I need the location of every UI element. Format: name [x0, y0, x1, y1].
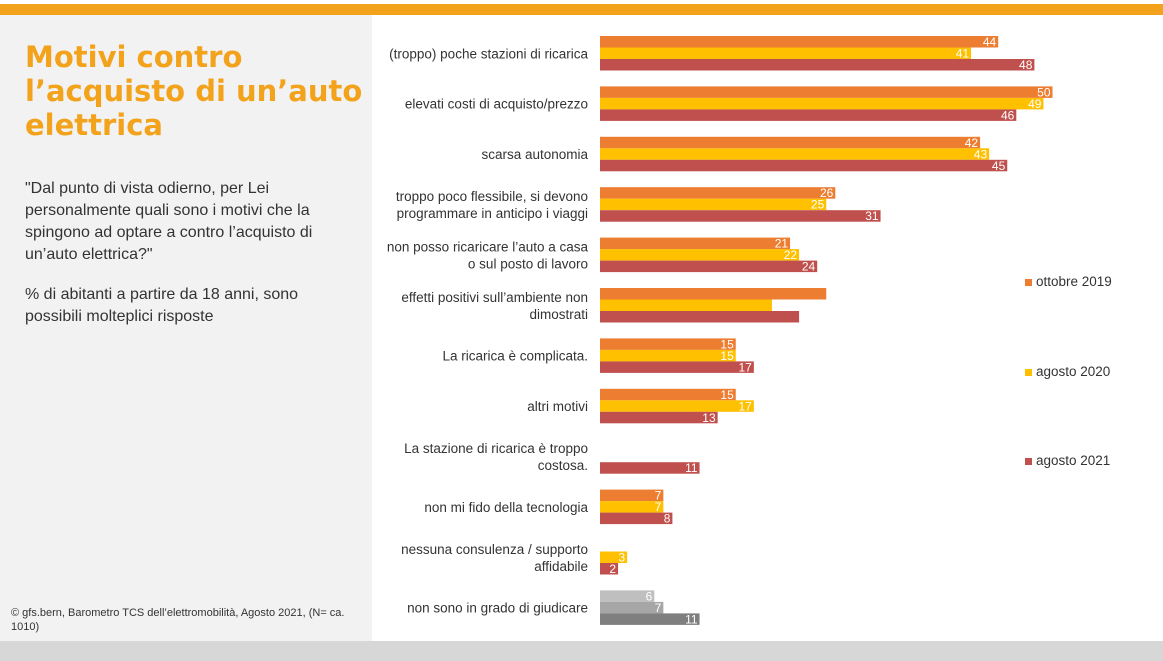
category-label: elevati costi di acquisto/prezzo: [405, 97, 588, 112]
survey-question: "Dal punto di vista odierno, per Lei per…: [25, 180, 313, 263]
legend-label: agosto 2020: [1036, 364, 1110, 379]
legend-swatch: [1025, 279, 1032, 286]
bar: [600, 489, 664, 502]
bar: [600, 349, 736, 362]
category-label: La ricarica è complicata.: [442, 349, 588, 364]
bar: [600, 299, 772, 311]
top-accent-bar: [0, 4, 1163, 15]
bar: [600, 563, 619, 575]
bar: [600, 159, 1008, 172]
bar: [600, 187, 836, 199]
value-label: 17: [738, 360, 752, 374]
legend-label: agosto 2021: [1036, 453, 1110, 468]
bar: [600, 249, 800, 261]
value-label: 15: [720, 388, 734, 402]
bar: [600, 601, 664, 614]
bar: [600, 97, 1044, 110]
value-label: 8: [664, 512, 671, 526]
value-label: 45: [992, 159, 1006, 173]
category-label: nessuna consulenza / supporto: [401, 542, 588, 557]
bottom-bar: [0, 641, 1163, 661]
value-label: 44: [983, 35, 997, 49]
bar: [600, 237, 791, 250]
value-label: 6: [646, 589, 653, 603]
category-label: non sono in grado di giudicare: [407, 601, 588, 616]
value-label: 21: [775, 237, 789, 251]
category-label: La stazione di ricarica è troppo: [404, 441, 588, 456]
value-label: 42: [965, 136, 979, 150]
value-label: 2: [609, 562, 616, 576]
value-label: 43: [974, 147, 988, 161]
category-label: non posso ricaricare l’auto a casa: [387, 239, 589, 254]
category-label: effetti positivi sull’ambiente non: [401, 290, 588, 305]
category-label: dimostrati: [529, 307, 588, 322]
value-label: 22: [784, 248, 798, 262]
legend-swatch: [1025, 369, 1032, 376]
page-title: Motivi contro l’acquisto di un’auto elet…: [25, 40, 363, 142]
category-label: o sul posto di lavoro: [468, 256, 588, 271]
value-label: 31: [865, 209, 879, 223]
bar: [600, 590, 655, 602]
bar: [600, 109, 1017, 121]
bar: [600, 47, 972, 59]
value-label: 48: [1019, 58, 1033, 72]
category-label: troppo poco flessibile, si devono: [396, 189, 588, 204]
value-label: 3: [618, 551, 625, 565]
bar: [600, 311, 800, 323]
category-label: costosa.: [538, 458, 588, 473]
category-label: non mi fido della tecnologia: [424, 500, 588, 515]
value-label: 15: [720, 337, 734, 351]
bar: [600, 86, 1053, 98]
value-label: 17: [738, 399, 752, 413]
bar: [600, 512, 673, 525]
value-label: 26: [820, 186, 834, 200]
category-label: scarsa autonomia: [481, 147, 588, 162]
bar: [600, 148, 990, 160]
bar: [600, 338, 736, 350]
bar: [600, 198, 827, 211]
value-label: 13: [702, 411, 716, 425]
left-panel: [0, 15, 372, 641]
category-label: programmare in anticipo i viaggi: [397, 206, 588, 221]
legend-swatch: [1025, 458, 1032, 465]
bar: [600, 411, 718, 424]
value-label: 7: [655, 601, 662, 615]
survey-note: % di abitanti a partire da 18 anni, sono…: [25, 286, 299, 325]
category-label: affidabile: [534, 559, 588, 574]
value-label: 49: [1028, 97, 1042, 111]
value-label: 7: [655, 489, 662, 503]
bar: [600, 400, 754, 412]
bar: [600, 210, 881, 222]
bar: [600, 361, 754, 373]
value-label: 25: [811, 198, 825, 212]
bar: [600, 136, 981, 149]
value-label: 15: [720, 349, 734, 363]
value-label: 11: [685, 461, 698, 475]
bar: [600, 613, 700, 625]
bar: [600, 551, 628, 563]
bar: [600, 501, 664, 513]
value-label: 7: [655, 500, 662, 514]
bar: [600, 462, 700, 474]
bar: [600, 260, 818, 273]
bar: [600, 388, 736, 401]
category-label: altri motivi: [527, 399, 588, 414]
value-label: 46: [1001, 108, 1015, 122]
category-label: (troppo) poche stazioni di ricarica: [389, 46, 588, 61]
value-label: 24: [802, 260, 816, 274]
bar: [600, 59, 1035, 71]
value-label: 50: [1037, 85, 1051, 99]
value-label: 11: [685, 612, 698, 626]
bar: [600, 36, 999, 48]
legend-label: ottobre 2019: [1036, 274, 1112, 289]
source-note: © gfs.bern, Barometro TCS dell’elettromo…: [11, 607, 345, 633]
value-label: 41: [956, 47, 970, 61]
bar: [600, 288, 827, 300]
